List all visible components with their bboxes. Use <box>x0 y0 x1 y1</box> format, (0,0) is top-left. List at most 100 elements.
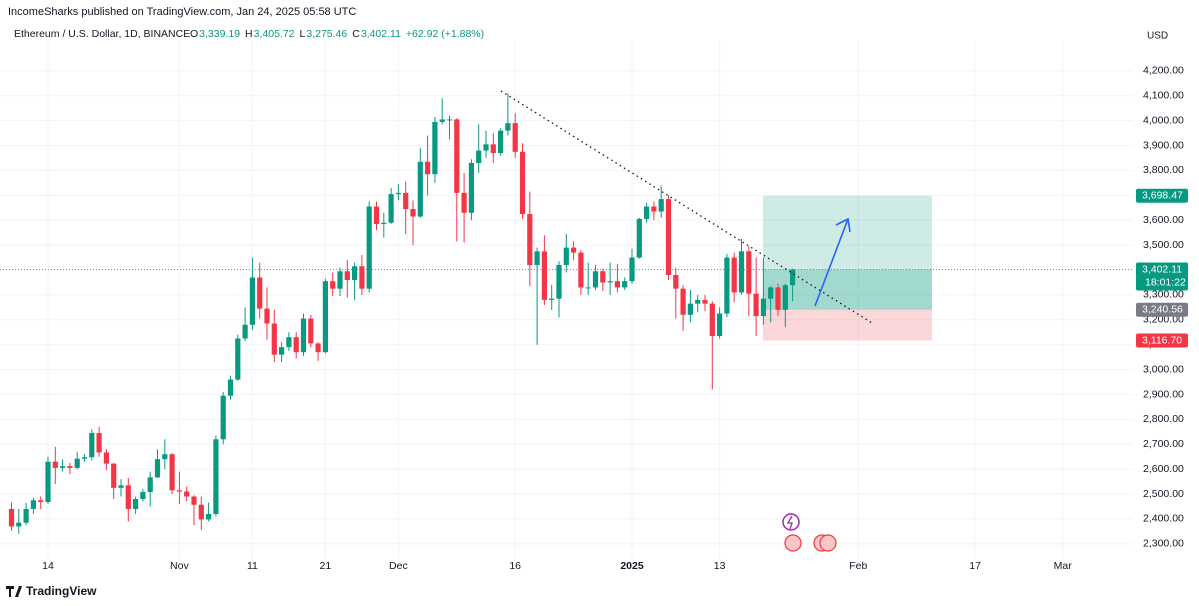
candle-body <box>366 206 372 289</box>
y-tick-label: 2,800.00 <box>1143 413 1184 425</box>
candle-body <box>257 277 263 309</box>
candle-body <box>753 293 759 317</box>
candle-body <box>279 347 285 355</box>
candle-body <box>315 343 321 353</box>
candle-body <box>359 266 365 289</box>
candle-body <box>176 490 182 492</box>
candle-body <box>162 454 168 460</box>
price-tag-label: 3,698.47 <box>1142 190 1183 202</box>
candle-body <box>519 151 526 215</box>
price-tag-label: 3,402.11 <box>1142 263 1182 275</box>
event-icons <box>782 513 837 552</box>
x-tick-label: 14 <box>42 560 54 572</box>
target-zone <box>763 195 932 310</box>
candle-body <box>125 485 131 509</box>
candle-body <box>213 439 219 514</box>
ohlc-value: 3,405.72 <box>254 28 295 40</box>
candle-body <box>563 247 569 266</box>
candle-body <box>271 323 277 355</box>
candle-body <box>724 257 730 314</box>
candle-body <box>60 466 66 468</box>
candle-body <box>308 318 314 344</box>
price-tag <box>1136 302 1188 317</box>
candle-body <box>629 257 635 282</box>
x-tick-label: 21 <box>320 560 332 572</box>
y-tick-label: 3,000.00 <box>1143 363 1184 375</box>
x-tick-label: 17 <box>969 560 981 572</box>
candle-body <box>476 150 482 163</box>
price-tag-label: 3,116.70 <box>1142 334 1182 346</box>
candle-body <box>658 199 664 212</box>
candle-body <box>775 287 781 310</box>
candle-body <box>454 119 460 193</box>
candle-body <box>585 287 591 289</box>
current-fill <box>763 269 932 310</box>
candle-body <box>578 252 584 288</box>
footer-logo: TradingView <box>6 584 97 598</box>
candle-body <box>790 269 796 286</box>
candle-body <box>330 281 336 289</box>
symbol-title: Ethereum / U.S. Dollar, 1D, BINANCE <box>14 28 190 40</box>
candle-body <box>403 192 409 210</box>
candle-body <box>133 499 139 509</box>
candle-body <box>74 458 80 468</box>
y-tick-label: 3,800.00 <box>1143 164 1184 176</box>
stop-zone <box>763 309 932 341</box>
currency: USD <box>1147 31 1168 42</box>
candle-body <box>45 461 51 503</box>
candle-body <box>227 379 234 396</box>
candle-body <box>293 337 299 353</box>
y-tick-label: 2,500.00 <box>1143 488 1184 500</box>
candle-body <box>702 299 708 304</box>
x-tick-label: 11 <box>247 560 258 572</box>
countdown: 18:01:22 <box>1145 276 1186 288</box>
candle-body <box>140 492 146 500</box>
price-tag-label: 3,240.56 <box>1142 303 1183 315</box>
candle-body <box>717 313 723 336</box>
candle-body <box>571 247 577 253</box>
candle-body <box>395 192 401 195</box>
candle-body <box>505 123 511 131</box>
y-tick-label: 2,700.00 <box>1143 438 1184 450</box>
y-tick-label: 3,300.00 <box>1143 289 1184 301</box>
candle-body <box>81 457 88 459</box>
candle-body <box>264 308 270 324</box>
candle-body <box>352 266 358 280</box>
candle-body <box>461 192 467 213</box>
y-tick-label: 4,100.00 <box>1143 90 1184 102</box>
candle-body <box>512 123 518 152</box>
candle-body <box>381 222 387 224</box>
candle-body <box>169 454 175 491</box>
candle-body <box>468 162 474 213</box>
candle-body <box>607 281 613 283</box>
candle-body <box>425 161 431 175</box>
candle-body <box>746 251 752 294</box>
candle-body <box>695 299 701 304</box>
candle-body <box>644 206 650 219</box>
ohlc-value: 3,402.11 <box>361 28 401 40</box>
ohlc-key: H <box>245 28 253 40</box>
candle-body <box>242 324 248 339</box>
candle-body <box>549 298 555 300</box>
candle-body <box>614 281 620 288</box>
candle-body <box>622 281 628 288</box>
ohlc-value: 3,275.46 <box>306 28 347 40</box>
candle-body <box>89 433 95 458</box>
candle-body <box>198 504 204 520</box>
ohlc-key: L <box>300 28 306 40</box>
candle-body <box>527 214 533 266</box>
change: +62.92 (+1.88%) <box>406 28 484 40</box>
candle-body <box>541 251 547 300</box>
candle-body <box>446 119 453 121</box>
candle-body <box>96 433 102 453</box>
x-tick-label: Feb <box>849 560 867 572</box>
candle-body <box>410 209 416 217</box>
candle-body <box>23 508 29 523</box>
candle-body <box>673 274 679 289</box>
candle-body <box>556 265 562 299</box>
publisher-line: IncomeSharks published on TradingView.co… <box>8 6 356 18</box>
candle-body <box>322 281 328 353</box>
x-tick-label: 16 <box>509 560 521 572</box>
candle-body <box>665 199 672 275</box>
